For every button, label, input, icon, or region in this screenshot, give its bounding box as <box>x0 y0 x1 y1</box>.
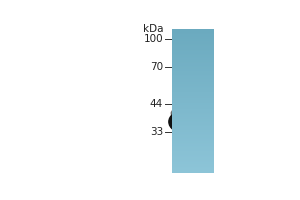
Ellipse shape <box>169 110 201 133</box>
Text: 70: 70 <box>150 62 163 72</box>
Text: 100: 100 <box>143 34 163 44</box>
Ellipse shape <box>171 107 194 119</box>
Text: 44: 44 <box>150 99 163 109</box>
Text: kDa: kDa <box>142 24 163 34</box>
Text: 33: 33 <box>150 127 163 137</box>
